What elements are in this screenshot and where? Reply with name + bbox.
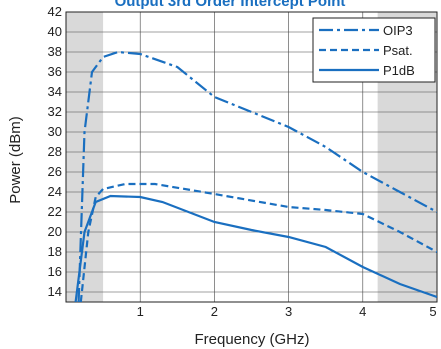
y-tick-label: 26	[48, 164, 62, 179]
y-tick-label: 22	[48, 204, 62, 219]
chart-title: Output 3rd Order Intercept Point	[115, 0, 346, 10]
y-tick-label: 36	[48, 64, 62, 79]
legend-label: OIP3	[383, 23, 413, 38]
y-tick-label: 42	[48, 4, 62, 19]
y-tick-label: 32	[48, 104, 62, 119]
y-tick-label: 28	[48, 144, 62, 159]
x-tick-label: 3	[285, 304, 292, 319]
y-axis-label: Power (dBm)	[7, 116, 24, 204]
legend-label: Psat.	[383, 43, 413, 58]
y-tick-label: 16	[48, 264, 62, 279]
x-tick-label: 4	[359, 304, 366, 319]
y-tick-label: 40	[48, 24, 62, 39]
legend-label: P1dB	[383, 63, 415, 78]
x-tick-label: 5	[429, 304, 436, 319]
y-tick-label: 34	[48, 84, 62, 99]
y-tick-label: 30	[48, 124, 62, 139]
series-line	[77, 50, 437, 302]
y-tick-label: 20	[48, 224, 62, 239]
plot-frame	[65, 11, 438, 303]
x-axis-label: Frequency (GHz)	[194, 331, 309, 348]
y-tick-label: 38	[48, 44, 62, 59]
y-tick-label: 14	[48, 284, 62, 299]
series-line	[74, 194, 437, 302]
x-tick-label: 1	[137, 304, 144, 319]
y-tick-label: 24	[48, 184, 62, 199]
x-tick-label: 2	[211, 304, 218, 319]
y-tick-label: 18	[48, 244, 62, 259]
